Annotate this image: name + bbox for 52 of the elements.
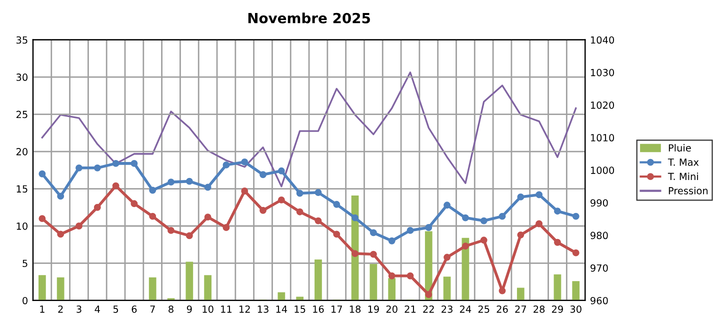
x-tick-label: 15 bbox=[294, 306, 306, 313]
x-tick-label: 19 bbox=[368, 305, 379, 313]
x-tick-label: 23 bbox=[442, 305, 452, 313]
x-tick-label: 13 bbox=[258, 305, 268, 313]
legend-label: Pression bbox=[668, 186, 708, 194]
x-tick-label: 18 bbox=[350, 305, 361, 313]
x-tick-label: 7 bbox=[150, 306, 155, 313]
x-tick-label: 4 bbox=[94, 306, 100, 313]
y-tick-label: 20 bbox=[16, 148, 28, 156]
x-tick-label: 24 bbox=[460, 305, 472, 313]
y2-tick-label: 1000 bbox=[591, 166, 614, 174]
x-tick-label: 3 bbox=[76, 305, 82, 313]
y-tick-label: 10 bbox=[16, 222, 28, 230]
y-tick-label: 5 bbox=[22, 260, 28, 268]
x-tick-label: 8 bbox=[168, 305, 174, 313]
x-tick-label: 25 bbox=[478, 305, 490, 313]
chart-title: Novembre 2025 bbox=[248, 12, 370, 24]
x-tick-label: 1 bbox=[40, 306, 44, 313]
y-tick-label: 15 bbox=[16, 185, 28, 193]
x-tick-label: 9 bbox=[186, 305, 192, 313]
x-tick-label: 21 bbox=[404, 305, 416, 313]
x-tick-label: 6 bbox=[132, 305, 137, 313]
x-tick-label: 27 bbox=[515, 305, 526, 313]
legend-label: T. Mini bbox=[668, 172, 698, 180]
legend-label: Pluie bbox=[668, 144, 691, 152]
x-tick-label: 22 bbox=[423, 305, 434, 313]
x-tick-label: 20 bbox=[386, 305, 398, 313]
x-tick-label: 2 bbox=[58, 305, 63, 313]
y-tick-label: 0 bbox=[22, 296, 28, 304]
x-tick-label: 10 bbox=[202, 305, 214, 313]
y2-tick-label: 1040 bbox=[591, 36, 614, 44]
x-tick-label: 16 bbox=[313, 305, 324, 313]
y2-tick-label: 1010 bbox=[591, 134, 614, 142]
y2-tick-label: 1020 bbox=[591, 101, 614, 109]
y2-tick-label: 960 bbox=[590, 296, 608, 304]
y2-tick-label: 980 bbox=[590, 232, 608, 240]
x-tick-label: 26 bbox=[496, 305, 508, 313]
x-tick-label: 17 bbox=[332, 306, 342, 313]
x-tick-label: 30 bbox=[570, 305, 582, 313]
y-tick-label: 25 bbox=[16, 110, 28, 118]
y-tick-label: 35 bbox=[16, 36, 28, 44]
legend-label: T. Max bbox=[668, 158, 699, 166]
x-tick-label: 11 bbox=[221, 306, 232, 313]
y2-tick-label: 1030 bbox=[591, 68, 614, 76]
x-tick-label: 29 bbox=[552, 305, 563, 313]
x-tick-label: 28 bbox=[534, 305, 545, 313]
x-tick-label: 12 bbox=[240, 305, 250, 313]
y-tick-label: 30 bbox=[16, 74, 28, 81]
x-tick-label: 14 bbox=[276, 306, 288, 313]
y2-tick-label: 970 bbox=[590, 264, 608, 272]
y2-tick-label: 990 bbox=[590, 199, 608, 207]
x-tick-label: 5 bbox=[113, 306, 118, 313]
